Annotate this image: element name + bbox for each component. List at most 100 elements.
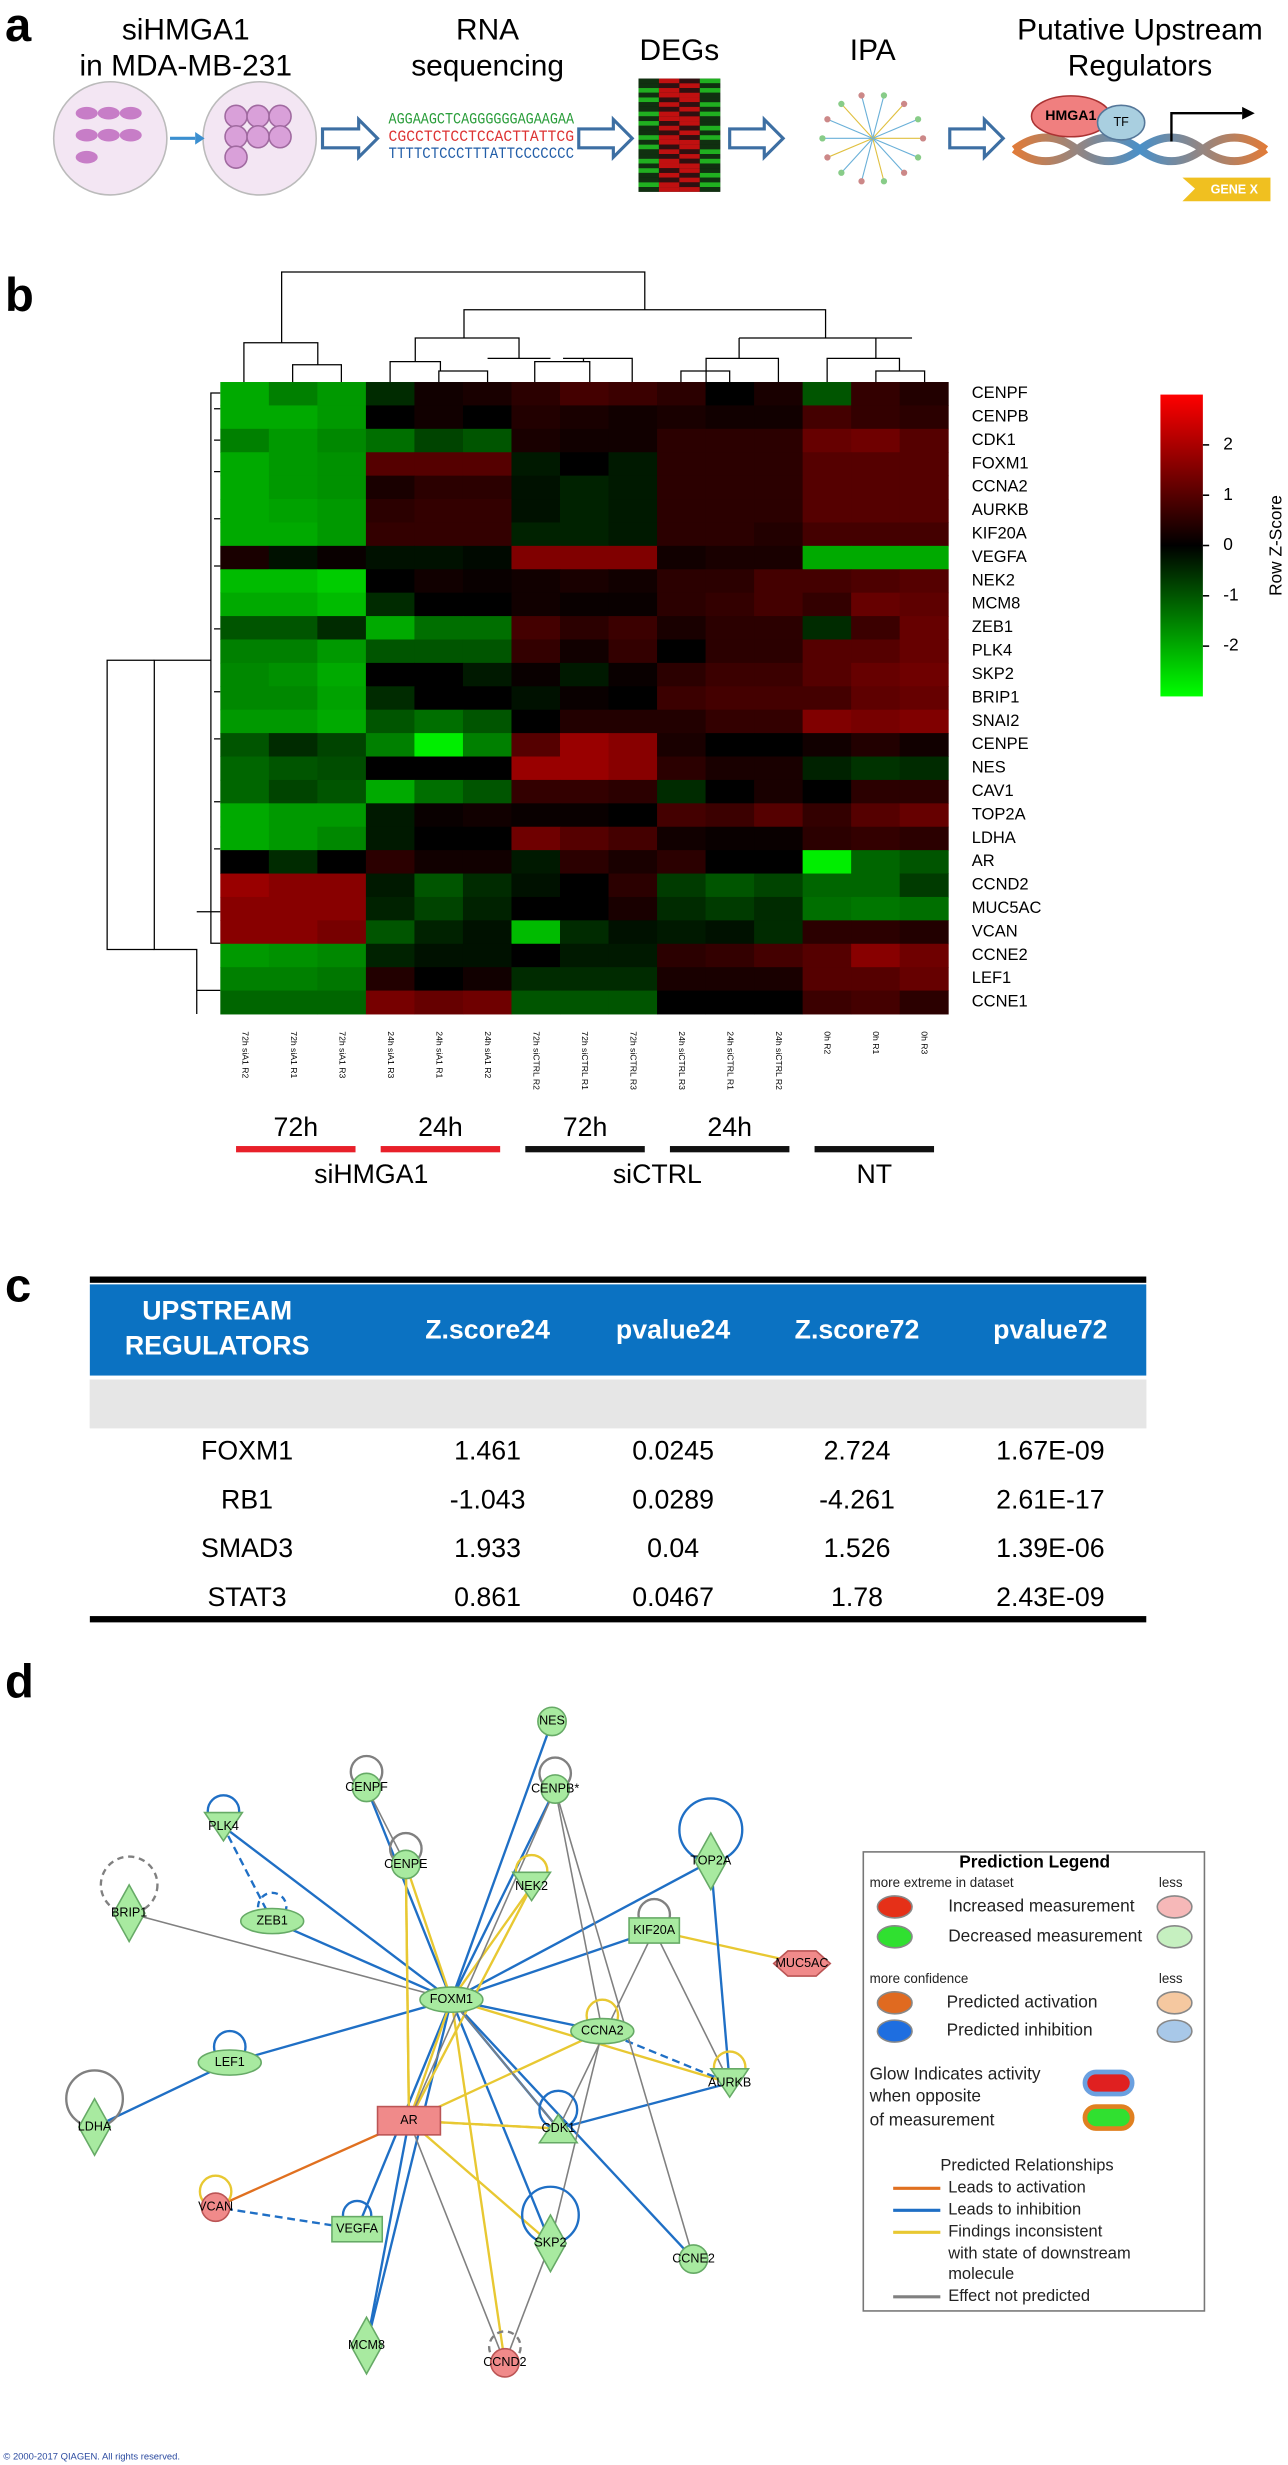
heatmap-cell [462, 662, 512, 687]
heatmap-cell [608, 779, 658, 804]
gene-label: ZEB1 [972, 618, 1013, 636]
ipa-node [838, 100, 845, 108]
heatmap-cell [705, 475, 755, 500]
group-bar [380, 1146, 501, 1153]
heatmap-cell [559, 382, 609, 406]
degs-stripe [638, 88, 659, 93]
heatmap-cell [220, 382, 270, 406]
network-node [351, 1772, 382, 1803]
gene-label: CCNA2 [972, 478, 1028, 496]
heatmap-cell [754, 616, 804, 640]
heatmap-cell [365, 475, 415, 500]
degs-stripe [699, 121, 721, 126]
heatmap-cell [705, 920, 755, 945]
gene-label: CENPB [972, 407, 1029, 425]
network-edge [450, 1998, 695, 2260]
heatmap-cell [899, 967, 949, 992]
degs-stripe [658, 130, 680, 136]
heatmap-cell [365, 452, 415, 477]
heatmap-cell [802, 709, 852, 734]
ipa-node [919, 135, 927, 142]
degs-stripe [638, 177, 659, 183]
heatmap-cell [414, 756, 464, 781]
dendrograms [106, 271, 926, 1014]
heatmap-cell [851, 545, 901, 570]
heatmap-cell [414, 639, 464, 664]
heatmap-cell [511, 920, 561, 945]
heatmap-cell [899, 382, 949, 406]
heatmap-cell [220, 499, 270, 523]
legend-text: Leads to inhibition [948, 2201, 1081, 2219]
heatmap-cell [414, 499, 464, 523]
heatmap-cell [899, 475, 949, 500]
degs-stripe [638, 154, 659, 159]
heatmap-cell [559, 592, 609, 617]
table-header: UPSTREAM [142, 1296, 292, 1326]
gene-label: VCAN [972, 922, 1018, 940]
gene-label: NES [972, 759, 1006, 777]
heatmap-cell [268, 803, 318, 828]
table-cell: 0.0289 [632, 1484, 714, 1514]
heatmap-cell [608, 405, 658, 430]
network-edges [65, 1721, 803, 2364]
heatmap-cell [365, 662, 415, 687]
degs-stripe [658, 83, 680, 89]
network-node [772, 1950, 832, 1977]
degs-stripe [679, 182, 700, 188]
gene-label: CENPF [972, 384, 1028, 402]
ipa-edge [872, 137, 919, 158]
gene-label: NEK2 [972, 571, 1015, 589]
network-node [694, 1831, 728, 1892]
node-label: NEK2 [515, 1879, 548, 1893]
table-cell: RB1 [221, 1484, 273, 1514]
degs-stripe [699, 88, 721, 93]
heatmap-cell [268, 452, 318, 477]
network-node [537, 1706, 567, 1737]
heatmap-cell [220, 616, 270, 640]
table-header: pvalue24 [616, 1315, 731, 1345]
heatmap-cell [511, 756, 561, 781]
heatmap-cell [802, 522, 852, 547]
table-cell: 0.04 [647, 1533, 699, 1563]
heatmap-cell [317, 873, 367, 898]
panel-a [52, 78, 1271, 202]
cell [75, 128, 98, 142]
degs-stripe [638, 92, 659, 98]
heatmap-cell [657, 803, 707, 828]
network-edge [450, 1721, 554, 2001]
heatmap-cell [899, 592, 949, 617]
heatmap-cell [559, 522, 609, 547]
legend-marker [1156, 1991, 1193, 2015]
network-edge [450, 1999, 552, 2244]
heatmap-cell [851, 943, 901, 968]
ipa-node [900, 169, 908, 176]
heatmap-cell [414, 592, 464, 617]
heatmap-cell [365, 803, 415, 828]
heatmap-cell [754, 569, 804, 594]
heatmap-cell [317, 522, 367, 547]
heatmap-cell [317, 779, 367, 804]
heatmap-cell [511, 733, 561, 757]
heatmap-cell [802, 779, 852, 804]
ipa-edge [840, 137, 874, 174]
heatmap-cell [608, 850, 658, 875]
heatmap-cell [899, 990, 949, 1015]
sequence-text: CGCCTCTCCTCCACTTATTCG [389, 128, 575, 146]
table-header: Z.score72 [795, 1315, 920, 1345]
degs-stripe [699, 163, 721, 169]
heatmap-cell [414, 475, 464, 500]
heatmap-cell [608, 545, 658, 570]
gene-label: FOXM1 [972, 454, 1029, 472]
panel-label: b [5, 268, 34, 321]
heatmap-cell [462, 896, 512, 921]
network-node [376, 2105, 442, 2136]
heatmap-cell [705, 803, 755, 828]
table-cell: -4.261 [819, 1484, 895, 1514]
network-edge [554, 1788, 604, 2032]
group-bar [669, 1146, 790, 1153]
degs-stripe [658, 135, 680, 140]
heatmap-cell [899, 803, 949, 828]
network-node [203, 1811, 244, 1843]
heatmap-cell [608, 873, 658, 898]
heatmap-cell [608, 428, 658, 453]
